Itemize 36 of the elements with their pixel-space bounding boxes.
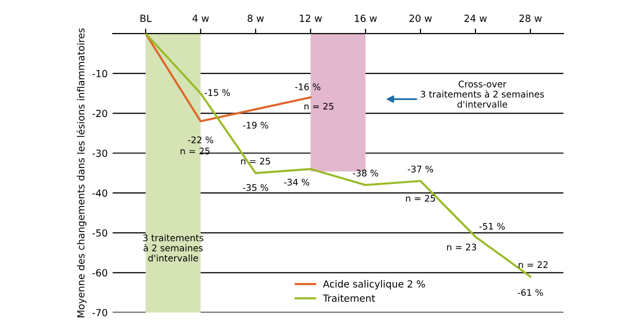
- line-series: [144, 34, 312, 122]
- x-tick-label: 20 w: [409, 14, 432, 22]
- annotation: Cross-over 3 traitements à 2 semaines d'intervalle: [420, 80, 544, 108]
- band-label: 3 traitements à 2 semaines d'intervalle: [143, 234, 204, 262]
- x-tick-label: 4 w: [192, 14, 209, 22]
- y-tick-label: -60: [92, 269, 108, 276]
- data-label: -19 %: [242, 122, 268, 129]
- legend-label: Traitement: [322, 294, 376, 302]
- x-tick-label: 8 w: [248, 14, 264, 22]
- legend-label: Acide salicylique 2 %: [322, 280, 425, 290]
- data-label: -16 %: [295, 83, 320, 90]
- annotation: n = 22: [518, 261, 548, 268]
- data-label: -22 %: [188, 136, 214, 144]
- y-tick-label: -10: [92, 70, 108, 78]
- data-label: -35 %: [242, 184, 268, 191]
- x-tick-label: 12 w: [300, 14, 322, 22]
- data-label: -15 %: [204, 89, 230, 96]
- data-label: -37 %: [408, 166, 434, 173]
- y-tick-label: -30: [92, 150, 108, 157]
- x-tick-label: BL: [140, 14, 152, 22]
- y-axis-title: Moyenne des changements dans les lésions inflammatoires: [76, 28, 86, 318]
- x-tick-label: 24 w: [464, 14, 487, 22]
- y-tick-label: -50: [92, 229, 108, 237]
- x-tick-label: 16 w: [354, 14, 377, 22]
- annotation: n = 25: [304, 102, 334, 110]
- annotation: n = 25: [406, 194, 435, 202]
- data-label: -61 %: [518, 289, 544, 296]
- data-label: -34 %: [284, 178, 310, 186]
- y-tick-label: -70: [92, 308, 108, 316]
- annotation: n = 23: [447, 244, 476, 251]
- x-tick-label: 28 w: [519, 14, 542, 22]
- data-label: -51 %: [479, 222, 505, 230]
- y-tick-label: -20: [92, 110, 108, 118]
- data-label: -38 %: [352, 170, 378, 176]
- annotation: n = 25: [241, 158, 270, 165]
- y-tick-label: -40: [92, 189, 108, 197]
